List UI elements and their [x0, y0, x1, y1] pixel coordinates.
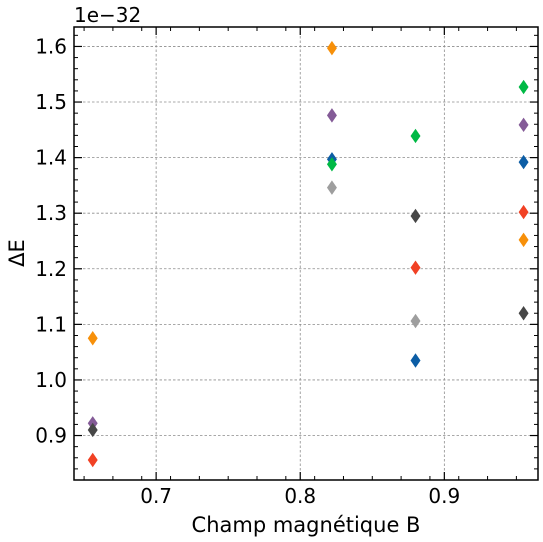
data-point-orange — [518, 232, 529, 248]
y-tick-label: 0.9 — [35, 424, 67, 448]
data-point-red — [518, 204, 529, 220]
grid — [74, 27, 538, 480]
y-axis-label: ΔE — [5, 239, 29, 267]
data-point-dark-gray — [87, 422, 98, 438]
plot-frame — [73, 26, 539, 481]
data-point-purple — [326, 108, 337, 123]
data-point-blue — [410, 353, 421, 368]
x-tick-label: 0.8 — [284, 484, 316, 508]
y-axis-offset-label: 1e−32 — [74, 3, 141, 27]
data-point-green — [410, 128, 421, 144]
y-tick-label: 1.3 — [35, 201, 67, 225]
data-point-green — [326, 157, 337, 172]
data-point-orange — [326, 40, 337, 56]
y-tick-label: 1.4 — [35, 146, 67, 170]
y-tick-label: 1.1 — [35, 312, 67, 336]
data-point-orange — [87, 331, 98, 346]
data-point-dark-gray — [410, 208, 421, 224]
data-point-green — [518, 79, 529, 95]
y-tick-label: 1.6 — [35, 34, 67, 58]
y-tick-label: 1.5 — [35, 90, 67, 114]
data-point-dark-gray — [518, 306, 529, 321]
x-axis-label: Champ magnétique B — [192, 513, 421, 537]
y-tick-label: 1.2 — [35, 257, 67, 281]
data-point-red — [410, 260, 421, 275]
x-tick-label: 0.9 — [428, 484, 460, 508]
data-point-red — [87, 452, 98, 468]
data-point-light-gray — [326, 180, 337, 195]
axis-ticks: 0.7 0.8 0.9 0.9 1.0 1.1 1.2 1.3 1.4 1.5 1.6 — [35, 27, 538, 508]
y-tick-label: 1.0 — [35, 368, 67, 392]
x-tick-label: 0.7 — [140, 484, 172, 508]
data-point-blue — [518, 154, 529, 170]
data-points — [87, 40, 529, 468]
data-point-light-gray — [410, 313, 421, 329]
data-point-purple — [518, 117, 529, 133]
